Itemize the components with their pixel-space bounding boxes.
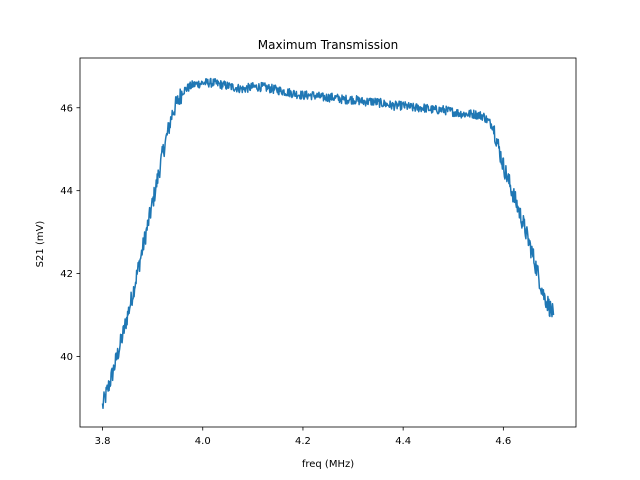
x-tick-label: 4.0 xyxy=(195,436,211,447)
x-tick-label: 3.8 xyxy=(95,436,111,447)
chart-title: Maximum Transmission xyxy=(258,38,398,52)
y-tick-label: 46 xyxy=(60,103,73,114)
y-tick-label: 40 xyxy=(60,352,73,363)
x-tick-label: 4.2 xyxy=(295,436,311,447)
y-axis-label: S21 (mV) xyxy=(35,221,46,268)
plot-area: 3.8 4.0 4.2 4.4 4.6 40 42 44 46 xyxy=(60,57,577,447)
x-tick-label: 4.6 xyxy=(495,436,511,447)
x-tick-label: 4.4 xyxy=(395,436,411,447)
axes-frame xyxy=(79,57,577,428)
x-axis-label: freq (MHz) xyxy=(302,459,354,470)
y-tick-label: 42 xyxy=(60,269,73,280)
series-line xyxy=(101,77,555,410)
y-tick-label: 44 xyxy=(60,186,73,197)
